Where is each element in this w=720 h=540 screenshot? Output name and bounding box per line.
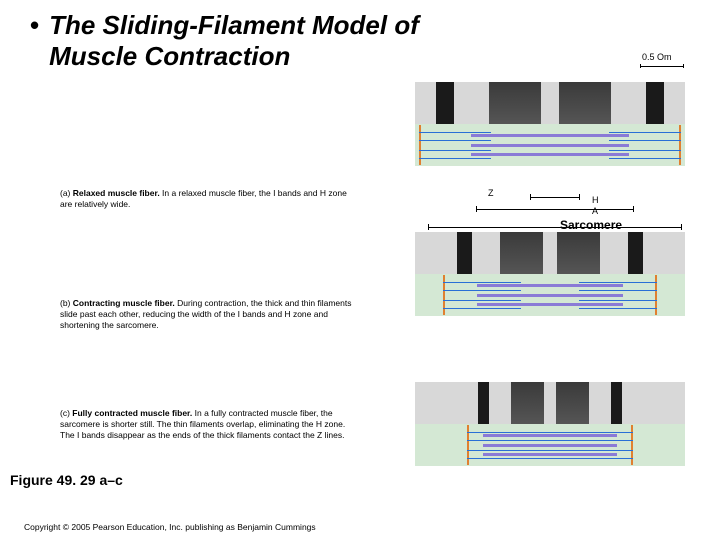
thin-filament	[549, 432, 633, 433]
thin-filament	[419, 158, 491, 159]
thick-filament	[483, 444, 617, 447]
thin-filament	[609, 132, 681, 133]
sarcomere-panel-1	[415, 232, 685, 316]
dimension-bar	[530, 194, 580, 200]
slide-title: • The Sliding-Filament Model of Muscle C…	[30, 10, 470, 72]
copyright: Copyright © 2005 Pearson Education, Inc.…	[24, 522, 316, 532]
thin-filament	[467, 458, 551, 459]
sarcomere-panel-0	[415, 82, 685, 166]
em-image	[415, 382, 685, 424]
thick-filament	[477, 294, 623, 297]
sarcomere-panel-2	[415, 382, 685, 466]
thin-filament	[467, 432, 551, 433]
thin-filament	[579, 290, 657, 291]
thin-filament	[467, 440, 551, 441]
thin-filament	[579, 282, 657, 283]
thick-filament	[471, 144, 629, 147]
thin-filament	[443, 290, 521, 291]
caption-c: (c) Fully contracted muscle fiber. In a …	[60, 408, 360, 441]
thin-filament	[443, 300, 521, 301]
thick-filament	[471, 134, 629, 137]
thin-filament	[549, 440, 633, 441]
caption-a: (a) Relaxed muscle fiber. In a relaxed m…	[60, 188, 360, 210]
scale-bar	[640, 64, 684, 68]
thin-filament	[443, 282, 521, 283]
dimension-bar	[476, 206, 634, 212]
schematic	[415, 124, 685, 166]
thin-filament	[549, 450, 633, 451]
title-text: The Sliding-Filament Model of Muscle Con…	[49, 10, 470, 72]
thick-filament	[483, 453, 617, 456]
thin-filament	[419, 140, 491, 141]
label-h: H	[592, 195, 599, 205]
thin-filament	[579, 308, 657, 309]
caption-b: (b) Contracting muscle fiber. During con…	[60, 298, 360, 331]
thin-filament	[419, 150, 491, 151]
thick-filament	[477, 303, 623, 306]
thin-filament	[609, 158, 681, 159]
thin-filament	[419, 132, 491, 133]
thin-filament	[609, 140, 681, 141]
thin-filament	[579, 300, 657, 301]
dimension-bar	[428, 224, 682, 230]
bullet-dot: •	[30, 10, 39, 41]
thick-filament	[477, 284, 623, 287]
em-image	[415, 82, 685, 124]
thick-filament	[483, 434, 617, 437]
thin-filament	[609, 150, 681, 151]
label-z: Z	[488, 188, 494, 198]
em-image	[415, 232, 685, 274]
thin-filament	[443, 308, 521, 309]
schematic	[415, 274, 685, 316]
thin-filament	[467, 450, 551, 451]
thin-filament	[549, 458, 633, 459]
figure-reference: Figure 49. 29 a–c	[10, 472, 123, 488]
thick-filament	[471, 153, 629, 156]
schematic	[415, 424, 685, 466]
scale-label: 0.5 Om	[642, 52, 672, 62]
